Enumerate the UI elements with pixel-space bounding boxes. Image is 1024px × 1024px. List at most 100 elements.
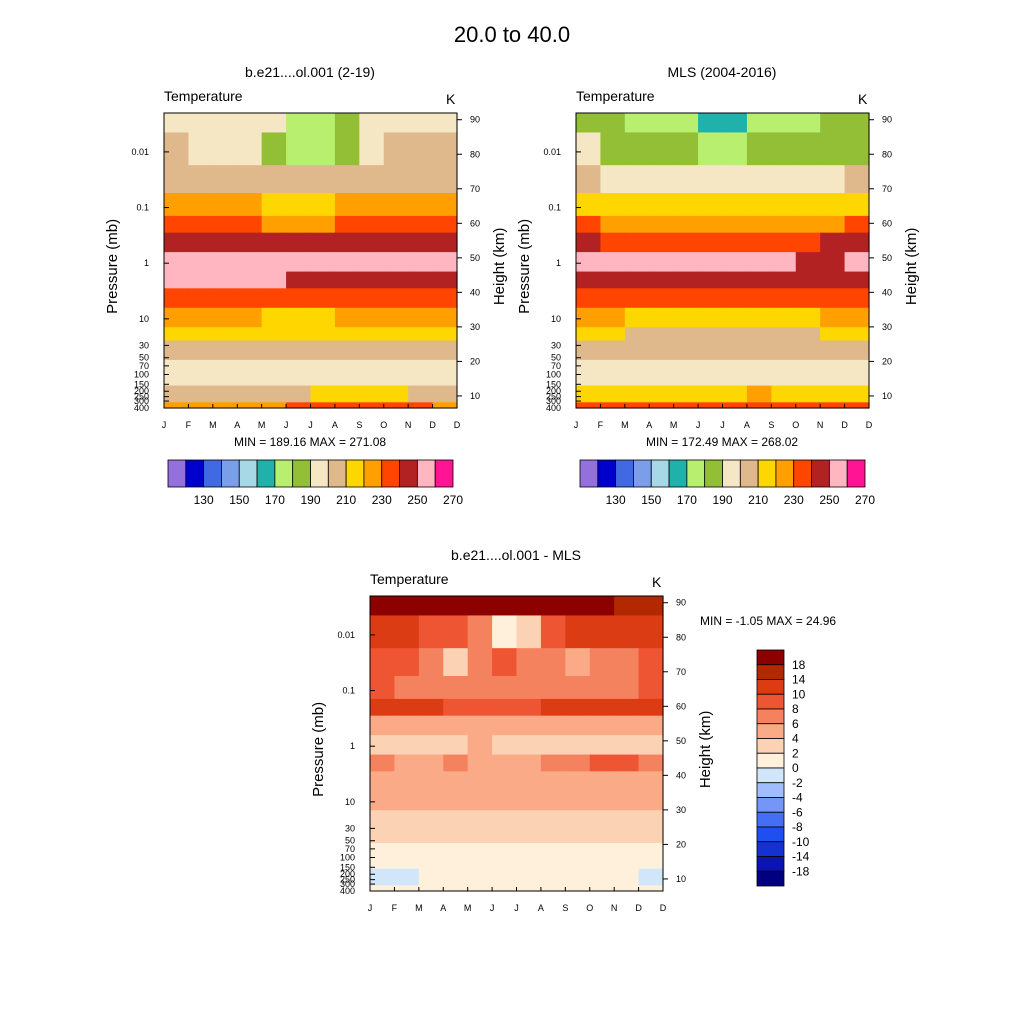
- y-axis-label: Pressure (mb): [310, 702, 327, 797]
- panel-diff-stats: MIN = -1.05 MAX = 24.96: [700, 614, 836, 628]
- y-tick-label: 50: [345, 836, 355, 846]
- colorbar-label: 170: [265, 493, 285, 507]
- heatmap-cell: [443, 868, 469, 886]
- heatmap-cell: [565, 810, 591, 825]
- heatmap-cell: [443, 648, 469, 677]
- x-tick-label: J: [162, 420, 167, 430]
- heatmap-cell: [394, 842, 420, 870]
- heatmap-cell: [771, 288, 797, 309]
- y2-tick-label: 90: [676, 598, 686, 608]
- heatmap-cell: [212, 165, 238, 194]
- heatmap-cell: [638, 823, 664, 844]
- heatmap-cell: [624, 271, 650, 289]
- heatmap-cell: [698, 132, 724, 166]
- heatmap-cell: [212, 271, 238, 289]
- heatmap-cell: [492, 754, 518, 772]
- heatmap-cell: [673, 271, 699, 289]
- heatmap-cell: [565, 885, 591, 892]
- heatmap-cell: [795, 385, 821, 403]
- heatmap-cell: [600, 359, 626, 387]
- heatmap-cell: [310, 165, 336, 194]
- heatmap-cell: [795, 307, 821, 328]
- heatmap-cell: [418, 648, 444, 677]
- heatmap-cell: [383, 385, 409, 403]
- heatmap-cell: [746, 232, 772, 253]
- heatmap-cell: [698, 165, 724, 194]
- heatmap-cell: [722, 271, 748, 289]
- heatmap-cell: [698, 215, 724, 234]
- heatmap-cell: [600, 232, 626, 253]
- heatmap-cell: [576, 385, 602, 403]
- colorbar-box: [345, 459, 365, 488]
- heatmap-cell: [310, 327, 336, 342]
- colorbar-box: [221, 459, 240, 488]
- y-tick-label: 400: [340, 886, 355, 896]
- x-tick-label: J: [284, 420, 289, 430]
- heatmap-cell: [164, 307, 190, 328]
- heatmap-cell: [286, 232, 312, 253]
- colorbar-box: [381, 459, 400, 488]
- heatmap-cell: [408, 359, 434, 387]
- heatmap-cell: [432, 402, 458, 409]
- colorbar-box: [756, 856, 785, 872]
- heatmap-cell: [394, 735, 420, 756]
- heatmap-cell: [673, 327, 699, 342]
- heatmap-cell: [261, 113, 287, 134]
- colorbar-label: 210: [336, 493, 356, 507]
- heatmap-cell: [576, 113, 602, 134]
- y2-tick-label: 40: [470, 287, 480, 297]
- heatmap-cell: [492, 596, 518, 617]
- y-tick-label: 150: [340, 862, 355, 872]
- heatmap-cell: [638, 885, 664, 892]
- heatmap-cell: [286, 132, 312, 166]
- heatmap-cell: [467, 735, 493, 756]
- heatmap-cell: [467, 771, 493, 792]
- colorbar-label: 130: [194, 493, 214, 507]
- heatmap-cell: [600, 252, 626, 273]
- heatmap-cell: [212, 113, 238, 134]
- heatmap-cell: [310, 307, 336, 328]
- heatmap-cell: [673, 252, 699, 273]
- heatmap-cell: [492, 648, 518, 677]
- x-tick-label: A: [332, 420, 338, 430]
- heatmap-cell: [310, 113, 336, 134]
- heatmap-cell: [467, 676, 493, 700]
- heatmap-cell: [540, 771, 566, 792]
- heatmap-cell: [589, 715, 615, 736]
- y2-tick-label: 60: [676, 701, 686, 711]
- y2-tick-label: 40: [882, 287, 892, 297]
- heatmap-cell: [638, 615, 664, 649]
- heatmap-cell: [540, 735, 566, 756]
- heatmap-cell: [820, 252, 846, 273]
- heatmap-cell: [673, 385, 699, 403]
- heatmap-cell: [443, 842, 469, 870]
- heatmap-cell: [418, 842, 444, 870]
- colorbar-box: [256, 459, 276, 488]
- heatmap-cell: [576, 307, 602, 328]
- heatmap-cell: [408, 288, 434, 309]
- heatmap-cell: [576, 327, 602, 342]
- heatmap-cell: [432, 340, 458, 361]
- heatmap-cell: [698, 288, 724, 309]
- heatmap-cell: [638, 735, 664, 756]
- heatmap-cell: [795, 340, 821, 361]
- heatmap-cell: [408, 385, 434, 403]
- heatmap-cell: [746, 359, 772, 387]
- heatmap-cell: [649, 215, 675, 234]
- y-tick-label: 250: [546, 392, 561, 402]
- y-tick-label: 300: [340, 879, 355, 889]
- heatmap-cell: [540, 754, 566, 772]
- heatmap-cell: [576, 232, 602, 253]
- heatmap-cell: [844, 402, 870, 409]
- x-tick-label: O: [380, 420, 387, 430]
- colorbar-box: [756, 782, 785, 798]
- colorbar-box: [739, 459, 759, 488]
- heatmap-cell: [310, 271, 336, 289]
- heatmap-cell: [418, 771, 444, 792]
- heatmap-cell: [237, 232, 263, 253]
- heatmap-cell: [408, 402, 434, 409]
- panel-model-stats: MIN = 189.16 MAX = 271.08: [234, 435, 386, 449]
- heatmap-cell: [164, 232, 190, 253]
- panel-mls-plot: J F M A M J J A S O N D D0.010.111030507010015020025…: [516, 112, 920, 430]
- y-tick-label: 100: [134, 369, 149, 379]
